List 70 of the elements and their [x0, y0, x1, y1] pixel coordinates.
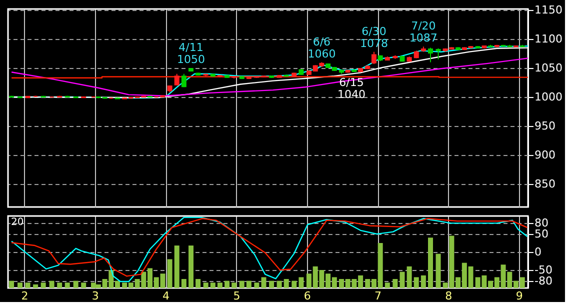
bar: [217, 282, 222, 288]
y-tick-label: 1000: [534, 90, 562, 104]
y-tick-label: 50: [534, 228, 548, 240]
y-tick-label: 950: [534, 119, 556, 132]
bar: [9, 280, 14, 288]
bar: [276, 280, 282, 288]
x-tick-label: 5: [233, 290, 240, 302]
bar: [18, 282, 23, 288]
annotation: 20: [11, 217, 24, 228]
y-tick-label: 850: [534, 177, 556, 190]
bar: [174, 246, 180, 288]
bar: [406, 266, 412, 288]
x-tick-label: 9: [516, 290, 523, 302]
bar: [203, 282, 208, 288]
bar: [436, 254, 441, 288]
bar: [196, 279, 201, 288]
annotation: 7/20: [411, 20, 436, 33]
candlestick: [371, 51, 376, 64]
y-tick-label: 0: [534, 246, 542, 258]
bar: [181, 279, 186, 288]
annotation: 1040: [337, 88, 366, 101]
bar: [33, 284, 38, 288]
y-tick-label: 1100: [534, 32, 562, 46]
bar: [25, 282, 30, 288]
bar: [384, 282, 390, 288]
candlestick: [174, 73, 180, 86]
candlestick: [181, 73, 186, 88]
bar: [269, 280, 274, 288]
candlestick: [428, 47, 433, 63]
bar: [40, 282, 46, 288]
x-tick-label: 4: [162, 290, 170, 302]
annotation: 6/6: [312, 35, 331, 48]
bar: [81, 282, 86, 288]
annotation: 4/11: [178, 41, 204, 54]
bar: [254, 282, 260, 288]
bar: [224, 280, 230, 288]
bar: [284, 279, 289, 288]
bar: [420, 275, 426, 288]
bar: [188, 246, 194, 288]
annotation: 1050: [176, 53, 205, 66]
candlestick: [436, 48, 441, 60]
bar: [392, 279, 398, 288]
bar: [246, 280, 252, 288]
bar: [239, 280, 244, 288]
x-tick-label: 7: [374, 290, 382, 302]
bar: [210, 282, 216, 288]
x-tick-label: 2: [21, 290, 28, 302]
bar: [49, 280, 54, 288]
bar: [428, 238, 433, 288]
bar: [167, 259, 172, 288]
y-tick-label: -80: [534, 274, 552, 288]
bar: [57, 282, 62, 288]
bar: [298, 277, 304, 288]
bar: [292, 280, 297, 288]
bar: [414, 277, 419, 288]
x-tick-label: 3: [92, 290, 99, 302]
y-tick-label: 1050: [534, 62, 562, 75]
bar: [73, 280, 78, 288]
bar: [261, 277, 266, 288]
y-tick-label: 80: [534, 216, 548, 230]
x-tick-label: 6: [304, 290, 311, 302]
y-tick-label: 1150: [534, 4, 562, 17]
bar: [400, 272, 405, 288]
annotation: 1060: [308, 47, 336, 60]
annotation: 1087: [409, 32, 438, 45]
bar: [232, 282, 237, 288]
y-tick-label: 900: [534, 148, 556, 162]
bar: [64, 282, 70, 288]
y-tick-label: -50: [534, 264, 552, 276]
x-tick-label: 8: [445, 290, 452, 302]
